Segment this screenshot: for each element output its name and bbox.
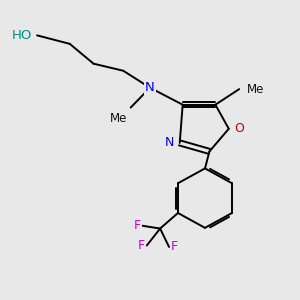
Text: N: N (145, 81, 155, 94)
Text: O: O (234, 122, 244, 135)
Text: Me: Me (110, 112, 128, 125)
Text: F: F (170, 241, 178, 254)
Text: HO: HO (12, 29, 33, 42)
Text: N: N (165, 136, 174, 149)
Text: F: F (134, 219, 141, 232)
Text: F: F (138, 239, 145, 252)
Text: Me: Me (247, 82, 264, 96)
